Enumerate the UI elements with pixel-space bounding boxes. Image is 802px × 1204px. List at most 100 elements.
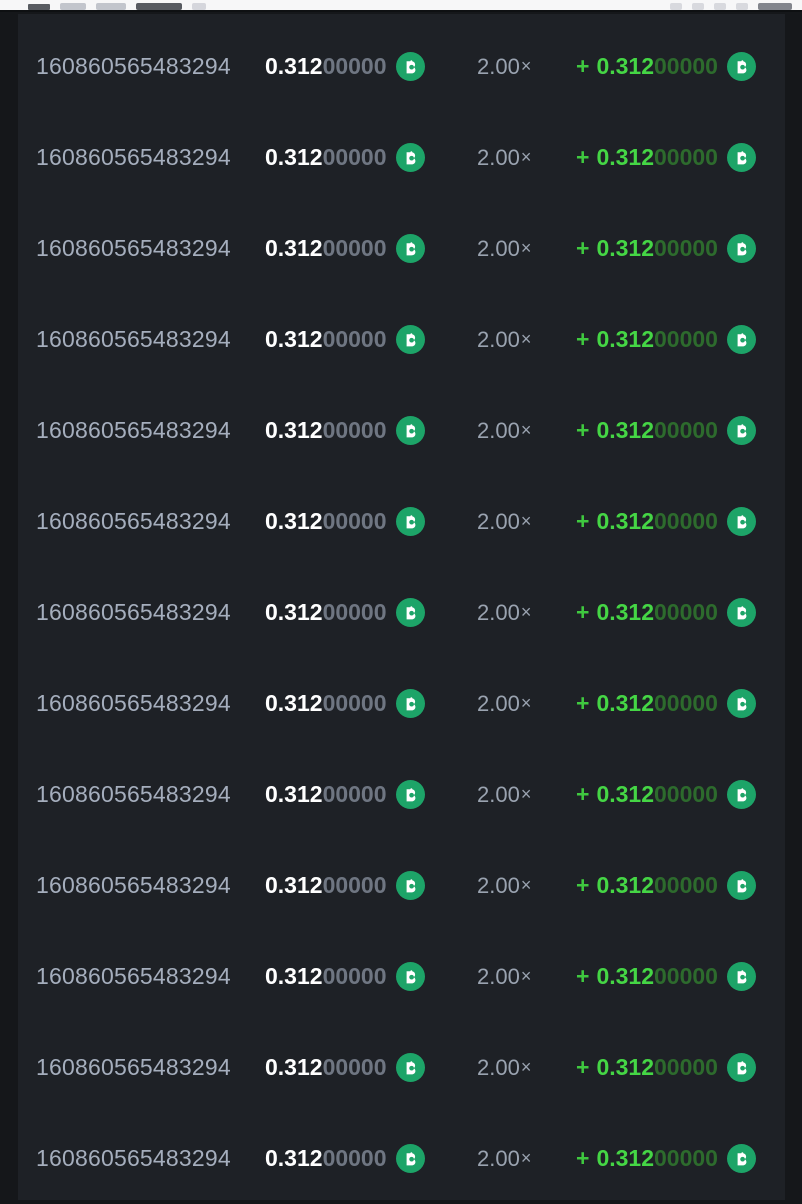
header-icon-1[interactable]	[670, 3, 682, 10]
bet-amount-trailing: 00000	[322, 326, 387, 352]
header-icon-2[interactable]	[692, 3, 704, 10]
table-row[interactable]: 160860565483294 0.312 00000 2.00 × +0.312 0000…	[18, 1113, 785, 1204]
multiplier: 2.00 ×	[477, 509, 531, 535]
table-row[interactable]: 160860565483294 0.312 00000 2.00 × +0.312 0000…	[18, 21, 785, 112]
header-icon-4[interactable]	[736, 3, 748, 10]
table-row[interactable]: 160860565483294 0.312 00000 2.00 × +0.312 0000…	[18, 294, 785, 385]
bet-amount-trailing: 00000	[322, 1145, 387, 1171]
app-header	[0, 0, 802, 12]
bet-amount: 0.312 00000	[265, 143, 425, 172]
bet-id[interactable]: 160860565483294	[36, 690, 231, 717]
bc-coin-icon	[395, 780, 425, 809]
bet-id[interactable]: 160860565483294	[36, 53, 231, 80]
payout-sign: +	[576, 235, 590, 261]
payout-sign: +	[576, 144, 590, 170]
bc-coin-icon	[726, 52, 756, 81]
chevron-down-icon[interactable]	[192, 3, 206, 10]
bc-coin-icon	[726, 143, 756, 172]
table-row[interactable]: 160860565483294 0.312 00000 2.00 × +0.312 0000…	[18, 749, 785, 840]
table-row[interactable]: 160860565483294 0.312 00000 2.00 × +0.312 0000…	[18, 931, 785, 1022]
bc-coin-icon	[726, 780, 756, 809]
table-row[interactable]: 160860565483294 0.312 00000 2.00 × +0.312 0000…	[18, 840, 785, 931]
header-label-left	[60, 3, 86, 10]
payout: +0.312 00000	[576, 234, 756, 263]
multiplier-value: 2.00	[477, 963, 520, 989]
multiplier-value: 2.00	[477, 1054, 520, 1080]
payout-trailing: 00000	[654, 235, 718, 261]
hamburger-menu-icon[interactable]	[28, 4, 50, 10]
bet-id[interactable]: 160860565483294	[36, 144, 231, 171]
bet-id[interactable]: 160860565483294	[36, 599, 231, 626]
bet-amount-trailing: 00000	[322, 872, 387, 898]
payout-significant: 0.312	[596, 417, 654, 443]
table-row[interactable]: 160860565483294 0.312 00000 2.00 × +0.312 0000…	[18, 112, 785, 203]
multiplier-value: 2.00	[477, 326, 520, 352]
bc-coin-icon	[726, 325, 756, 354]
multiplier: 2.00 ×	[477, 782, 531, 808]
bet-amount-significant: 0.312	[265, 508, 323, 534]
avatar-icon[interactable]	[758, 3, 792, 10]
payout-significant: 0.312	[596, 872, 654, 898]
payout: +0.312 00000	[576, 416, 756, 445]
payout-trailing: 00000	[654, 417, 718, 443]
payout: +0.312 00000	[576, 1144, 756, 1173]
balance-amount[interactable]	[136, 3, 182, 10]
payout-significant: 0.312	[596, 508, 654, 534]
bc-coin-icon	[395, 416, 425, 445]
table-row[interactable]: 160860565483294 0.312 00000 2.00 × +0.312 0000…	[18, 385, 785, 476]
bet-id-value: 160860565483294	[36, 235, 231, 261]
header-icon-3[interactable]	[714, 3, 726, 10]
bet-amount-trailing: 00000	[322, 781, 387, 807]
bet-id[interactable]: 160860565483294	[36, 781, 231, 808]
payout: +0.312 00000	[576, 52, 756, 81]
table-row[interactable]: 160860565483294 0.312 00000 2.00 × +0.312 0000…	[18, 567, 785, 658]
payout-significant: 0.312	[596, 144, 654, 170]
table-row[interactable]: 160860565483294 0.312 00000 2.00 × +0.312 0000…	[18, 203, 785, 294]
payout-trailing: 00000	[654, 1054, 718, 1080]
table-row[interactable]: 160860565483294 0.312 00000 2.00 × +0.312 0000…	[18, 476, 785, 567]
bet-id[interactable]: 160860565483294	[36, 1054, 231, 1081]
bet-id[interactable]: 160860565483294	[36, 235, 231, 262]
bc-coin-icon	[395, 325, 425, 354]
table-row[interactable]: 160860565483294 0.312 00000 2.00 × +0.312 0000…	[18, 1022, 785, 1113]
bet-id[interactable]: 160860565483294	[36, 508, 231, 535]
payout-trailing: 00000	[654, 599, 718, 625]
bet-amount-significant: 0.312	[265, 144, 323, 170]
payout: +0.312 00000	[576, 780, 756, 809]
payout-sign: +	[576, 1145, 590, 1171]
payout-trailing: 00000	[654, 144, 718, 170]
payout-trailing: 00000	[654, 1145, 718, 1171]
payout: +0.312 00000	[576, 689, 756, 718]
payout-significant: 0.312	[596, 1054, 654, 1080]
payout: +0.312 00000	[576, 871, 756, 900]
multiplier-suffix: ×	[520, 238, 532, 258]
payout-significant: 0.312	[596, 963, 654, 989]
bet-id-value: 160860565483294	[36, 508, 231, 534]
bet-id[interactable]: 160860565483294	[36, 872, 231, 899]
multiplier-value: 2.00	[477, 690, 520, 716]
bet-amount-significant: 0.312	[265, 53, 323, 79]
multiplier-suffix: ×	[520, 147, 532, 167]
bet-amount: 0.312 00000	[265, 689, 425, 718]
multiplier: 2.00 ×	[477, 1146, 531, 1172]
table-row[interactable]: 160860565483294 0.312 00000 2.00 × +0.312 0000…	[18, 658, 785, 749]
multiplier-suffix: ×	[520, 602, 532, 622]
bet-amount-significant: 0.312	[265, 599, 323, 625]
payout-significant: 0.312	[596, 326, 654, 352]
bet-id[interactable]: 160860565483294	[36, 1145, 231, 1172]
multiplier-suffix: ×	[520, 784, 532, 804]
multiplier: 2.00 ×	[477, 145, 531, 171]
multiplier: 2.00 ×	[477, 54, 531, 80]
bet-amount-trailing: 00000	[322, 508, 387, 534]
bet-id[interactable]: 160860565483294	[36, 417, 231, 444]
bc-coin-icon	[726, 1053, 756, 1082]
bc-coin-icon	[395, 52, 425, 81]
bet-amount-significant: 0.312	[265, 963, 323, 989]
multiplier: 2.00 ×	[477, 327, 531, 353]
bet-id[interactable]: 160860565483294	[36, 326, 231, 353]
bet-amount-trailing: 00000	[322, 690, 387, 716]
payout-sign: +	[576, 599, 590, 625]
bc-coin-icon	[395, 1053, 425, 1082]
multiplier-value: 2.00	[477, 872, 520, 898]
bet-id[interactable]: 160860565483294	[36, 963, 231, 990]
